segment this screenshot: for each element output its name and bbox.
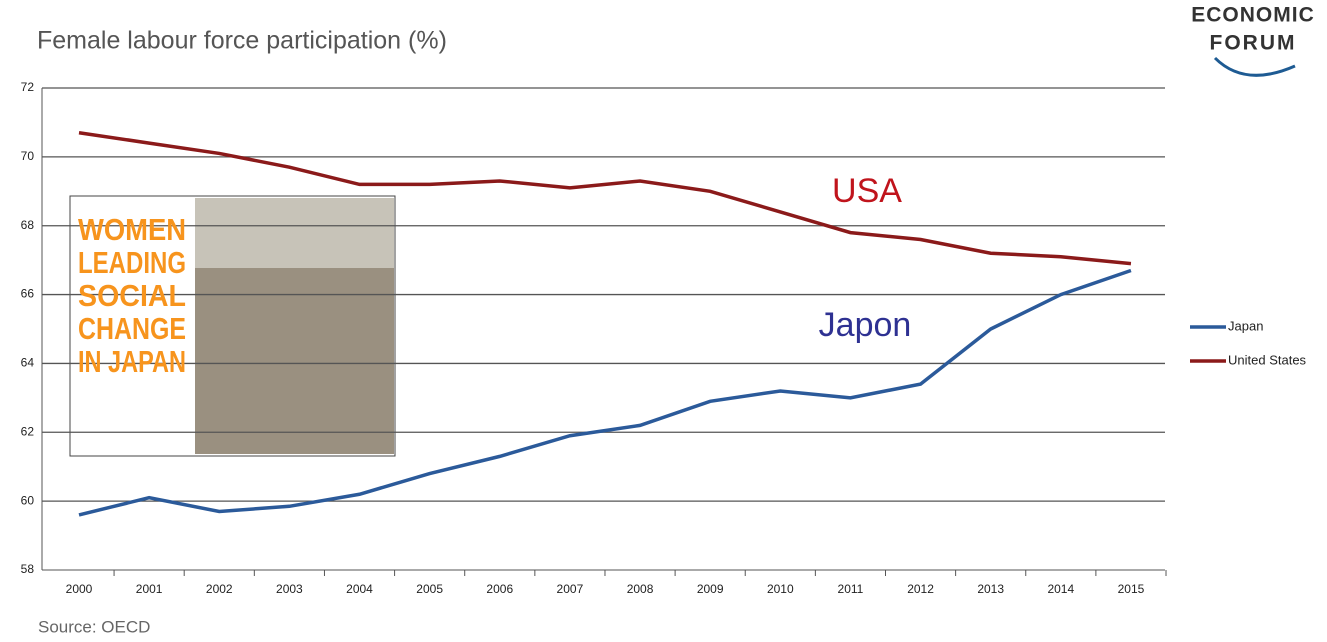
- annotation: USA: [832, 172, 902, 210]
- x-tick-label: 2014: [1047, 582, 1074, 596]
- source: Source: OECD: [38, 617, 150, 636]
- x-tick-label: 2012: [907, 582, 934, 596]
- x-tick-label: 2008: [627, 582, 654, 596]
- inset-text: SOCIAL: [78, 278, 186, 313]
- x-tick-label: 2009: [697, 582, 724, 596]
- x-tick-label: 2002: [206, 582, 233, 596]
- logo-text: ECONOMIC: [1191, 4, 1315, 27]
- y-tick-label: 72: [21, 80, 35, 94]
- y-tick-label: 58: [21, 562, 35, 576]
- x-tick-label: 2007: [557, 582, 584, 596]
- inset-text: IN JAPAN: [78, 344, 186, 379]
- inset-text: CHANGE: [78, 311, 186, 346]
- y-tick-label: 70: [21, 149, 35, 163]
- x-tick-label: 2004: [346, 582, 373, 596]
- x-tick-label: 2013: [977, 582, 1004, 596]
- x-tick-label: 2015: [1118, 582, 1145, 596]
- legend-label: United States: [1228, 352, 1307, 367]
- y-tick-label: 64: [21, 356, 35, 370]
- logo-text: FORUM: [1210, 32, 1297, 55]
- legend-label: Japan: [1228, 318, 1263, 333]
- x-tick-label: 2006: [486, 582, 513, 596]
- y-tick-label: 66: [21, 287, 35, 301]
- x-tick-label: 2003: [276, 582, 303, 596]
- inset-text: WOMEN: [78, 212, 186, 247]
- x-tick-label: 2000: [66, 582, 93, 596]
- annotation: Japon: [819, 306, 912, 344]
- logo-swoosh: [1213, 56, 1296, 77]
- y-tick-label: 62: [21, 424, 35, 438]
- x-tick-label: 2011: [838, 582, 864, 596]
- series-line: [78, 131, 1132, 266]
- y-tick-label: 68: [21, 218, 35, 232]
- chart-title: Female labour force participation (%): [37, 27, 447, 55]
- x-tick-label: 2005: [416, 582, 443, 596]
- x-tick-label: 2001: [136, 582, 163, 596]
- inset: [69, 195, 396, 457]
- inset-photo-bg: [195, 198, 394, 268]
- y-tick-label: 60: [21, 493, 35, 507]
- inset-text: LEADING: [78, 245, 186, 280]
- series-line: [78, 268, 1132, 517]
- x-tick-label: 2010: [767, 582, 794, 596]
